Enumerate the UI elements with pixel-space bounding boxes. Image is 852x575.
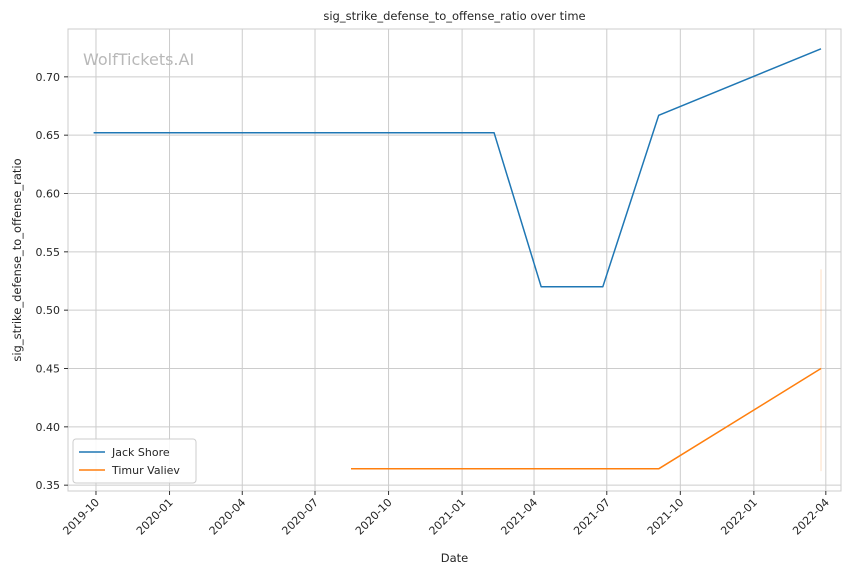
y-tick-label: 0.55 — [36, 246, 61, 259]
x-tick-label: 2021-10 — [645, 496, 687, 538]
x-tick-label: 2019-10 — [60, 496, 102, 538]
legend-label-jack-shore: Jack Shore — [111, 446, 170, 459]
x-tick-label: 2022-04 — [790, 496, 832, 538]
series-line-jack-shore — [93, 48, 822, 288]
plot-area — [68, 29, 841, 491]
x-axis-label: Date — [441, 551, 469, 565]
legend-box — [72, 438, 197, 484]
watermark: WolfTickets.AI — [83, 50, 194, 69]
x-tick-label: 2021-01 — [427, 496, 469, 538]
chart-title: sig_strike_defense_to_offense_ratio over… — [323, 9, 585, 23]
y-axis: 0.35 0.40 0.45 0.50 0.55 0.60 0.65 0.70 — [36, 71, 68, 492]
x-tick-label: 2020-04 — [207, 496, 249, 538]
grid — [68, 29, 841, 491]
x-tick-label: 2020-01 — [134, 496, 176, 538]
y-tick-label: 0.65 — [36, 129, 61, 142]
y-tick-label: 0.40 — [36, 421, 61, 434]
x-tick-label: 2021-07 — [571, 496, 613, 538]
x-axis: 2019-10 2020-01 2020-04 2020-07 2020-10 2021-… — [60, 491, 832, 538]
legend: Jack Shore Timur Valiev — [72, 438, 197, 484]
x-tick-label: 2022-01 — [718, 496, 760, 538]
y-tick-label: 0.60 — [36, 188, 61, 201]
y-tick-label: 0.50 — [36, 304, 61, 317]
y-tick-label: 0.70 — [36, 71, 61, 84]
x-tick-label: 2021-04 — [498, 496, 540, 538]
plot-frame — [67, 28, 842, 492]
legend-label-timur-valiev: Timur Valiev — [111, 464, 180, 477]
series-line-timur-valiev — [351, 367, 822, 470]
y-tick-label: 0.45 — [36, 363, 61, 376]
x-tick-label: 2020-10 — [353, 496, 395, 538]
series-layer — [93, 48, 822, 472]
y-tick-label: 0.35 — [36, 479, 61, 492]
y-axis-label: sig_strike_defense_to_offense_ratio — [10, 158, 24, 361]
x-tick-label: 2020-07 — [279, 496, 321, 538]
